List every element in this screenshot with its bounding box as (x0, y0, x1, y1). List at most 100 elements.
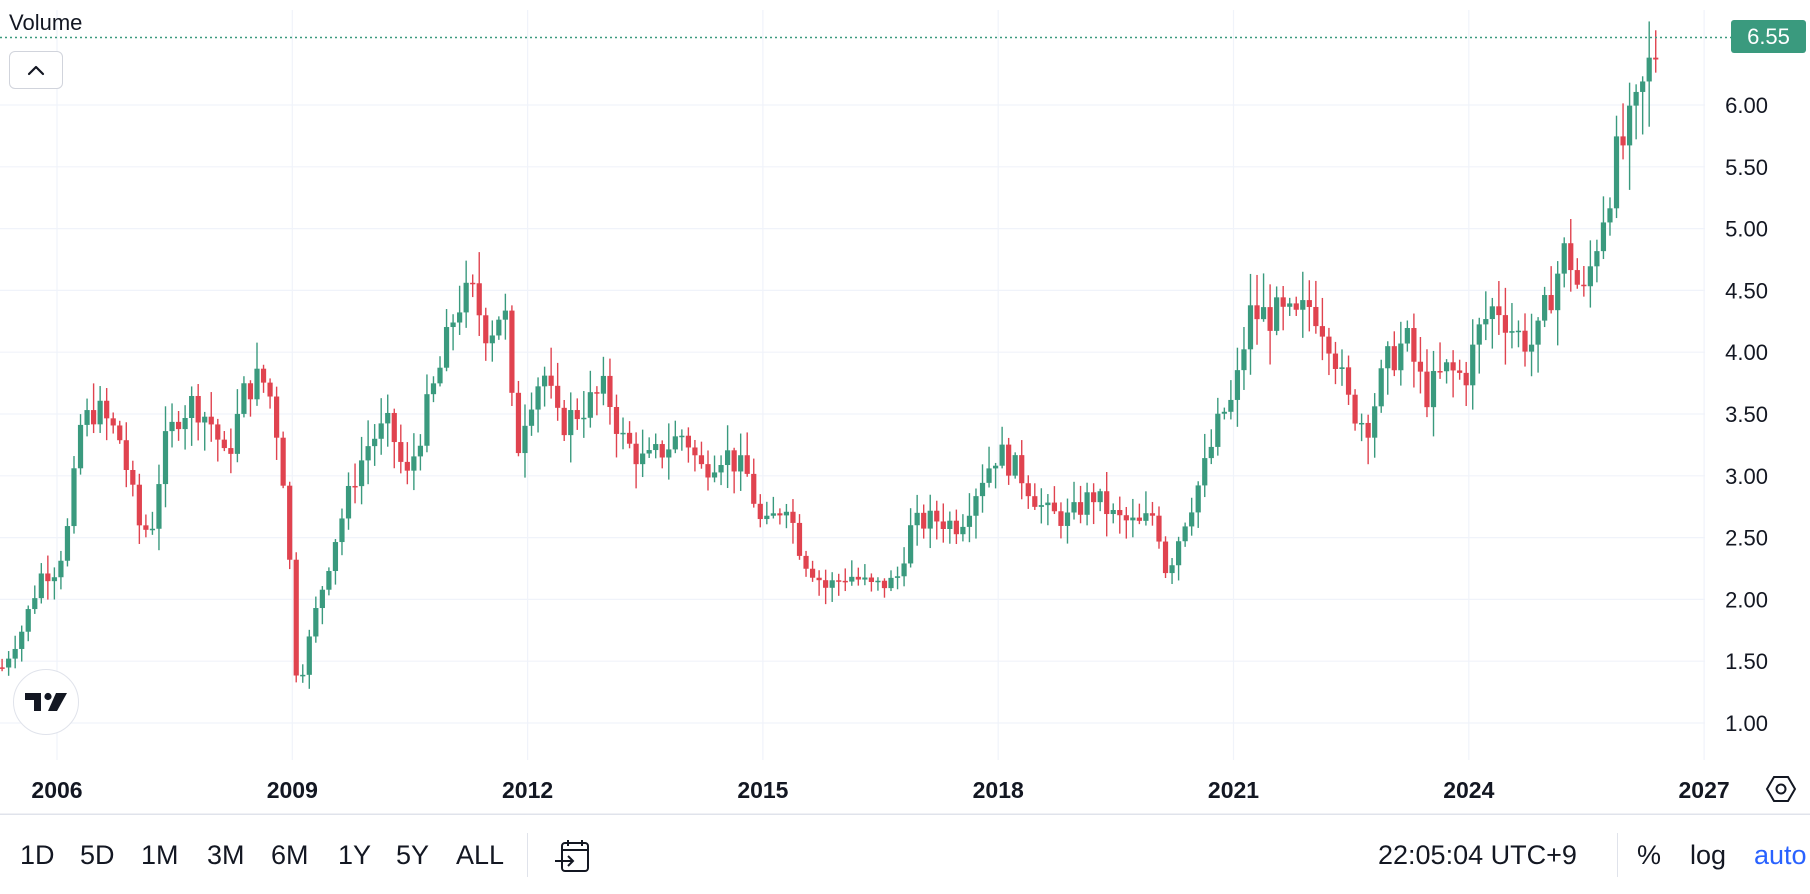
candle-body (1430, 371, 1437, 408)
candle-body (940, 521, 946, 529)
candle-body (123, 440, 129, 470)
candle-body (1437, 371, 1443, 373)
collapse-legend-button[interactable] (9, 51, 63, 89)
candle-body (1313, 306, 1319, 327)
candle-body (1352, 394, 1358, 424)
range-1y-button[interactable]: 1Y (338, 840, 372, 870)
range-1m-button[interactable]: 1M (141, 840, 179, 870)
candle-body (836, 580, 842, 582)
candle-body (672, 436, 678, 450)
candle-body (293, 559, 299, 676)
range-all-button[interactable]: ALL (456, 840, 505, 870)
candle-body (483, 315, 489, 344)
range-5d-button[interactable]: 5D (80, 840, 115, 870)
candle-body (842, 580, 848, 583)
candle-body (979, 482, 986, 497)
candle-body (411, 456, 417, 471)
clock-timezone[interactable]: 22:05:04 UTC+9 (1378, 840, 1577, 870)
candle-body (855, 576, 861, 580)
calendar-goto-icon[interactable] (553, 837, 593, 877)
candle-body (234, 413, 240, 454)
candle-body (1228, 399, 1234, 412)
candle-body (1653, 57, 1659, 60)
candle-body (796, 522, 803, 556)
candle-body (953, 520, 959, 535)
auto-scale-toggle[interactable]: auto (1754, 840, 1807, 870)
x-tick-label: 2009 (267, 777, 318, 803)
candle-body (966, 515, 973, 527)
candle-body (698, 455, 705, 465)
candle-body (829, 580, 835, 588)
candle-body (1077, 502, 1084, 515)
candle-body (476, 283, 482, 316)
candle-body (130, 469, 136, 485)
candle-body (502, 310, 508, 320)
candle-body (1071, 502, 1077, 513)
candle-body (1097, 491, 1103, 503)
candle-body (1123, 515, 1129, 521)
candle-body (1208, 446, 1214, 459)
candle-body (287, 485, 293, 560)
candle-body (404, 461, 410, 471)
candle-body (358, 460, 365, 487)
candle-body (666, 449, 672, 458)
candle-body (515, 392, 522, 454)
candle-body (1136, 517, 1142, 521)
candle-body (398, 442, 404, 462)
candle-body (12, 648, 18, 659)
candle-body (169, 421, 175, 432)
settings-hexagon-icon[interactable] (1764, 772, 1798, 806)
candle-body (823, 580, 829, 588)
candle-body (221, 439, 227, 449)
chart-area[interactable]: 1.00 1.50 2.00 2.50 3.00 3.50 4.00 4.50 5.00 5.50… (0, 0, 1810, 814)
range-5y-button[interactable]: 5Y (396, 840, 430, 870)
candle-body (914, 512, 920, 526)
log-scale-toggle[interactable]: log (1690, 840, 1727, 870)
candle-body (32, 598, 38, 610)
last-price-label: 6.55 (1731, 20, 1806, 53)
tradingview-logo-icon[interactable] (13, 669, 79, 735)
x-tick-label: 2024 (1443, 777, 1494, 803)
candle-body (182, 417, 188, 430)
candle-body (51, 577, 57, 582)
candle-body (38, 573, 44, 599)
chevron-up-icon (27, 65, 45, 76)
grid (0, 10, 1810, 814)
y-axis: 1.00 1.50 2.00 2.50 3.00 3.50 4.00 4.50 5.00 5.50… (1725, 93, 1768, 736)
percent-scale-toggle[interactable]: % (1637, 840, 1662, 870)
candle-body (1006, 444, 1012, 476)
candle-body (104, 400, 110, 419)
candle-body (633, 443, 639, 465)
candle-body (574, 410, 580, 420)
candle-body (274, 396, 280, 438)
range-1d-button[interactable]: 1D (20, 840, 55, 870)
candle-body (470, 282, 476, 285)
y-tick-label: 5.50 (1725, 155, 1768, 180)
candle-body (1404, 328, 1410, 344)
candle-body (1110, 510, 1116, 515)
candle-body (1345, 367, 1352, 395)
candle-body (372, 438, 378, 447)
candle-body (1280, 297, 1286, 307)
candle-body (1091, 492, 1097, 503)
range-6m-button[interactable]: 6M (271, 840, 309, 870)
candle-body (378, 423, 384, 439)
candle-body (1417, 361, 1424, 372)
candle-body (1378, 368, 1384, 407)
candle-body (1509, 331, 1515, 333)
candle-body (1411, 328, 1417, 362)
candle-body (110, 418, 116, 426)
candle-body (489, 335, 495, 344)
candle-body (620, 432, 626, 435)
candle-body (1502, 315, 1509, 333)
candle-body (927, 510, 933, 529)
candle-body (417, 445, 424, 457)
candle-body (809, 568, 816, 578)
candle-body (71, 468, 77, 527)
candle-body (450, 322, 456, 328)
candle-body (587, 392, 593, 418)
candle-body (1267, 307, 1273, 331)
range-3m-button[interactable]: 3M (207, 840, 245, 870)
candle-body (757, 503, 763, 520)
candle-body (254, 368, 260, 400)
